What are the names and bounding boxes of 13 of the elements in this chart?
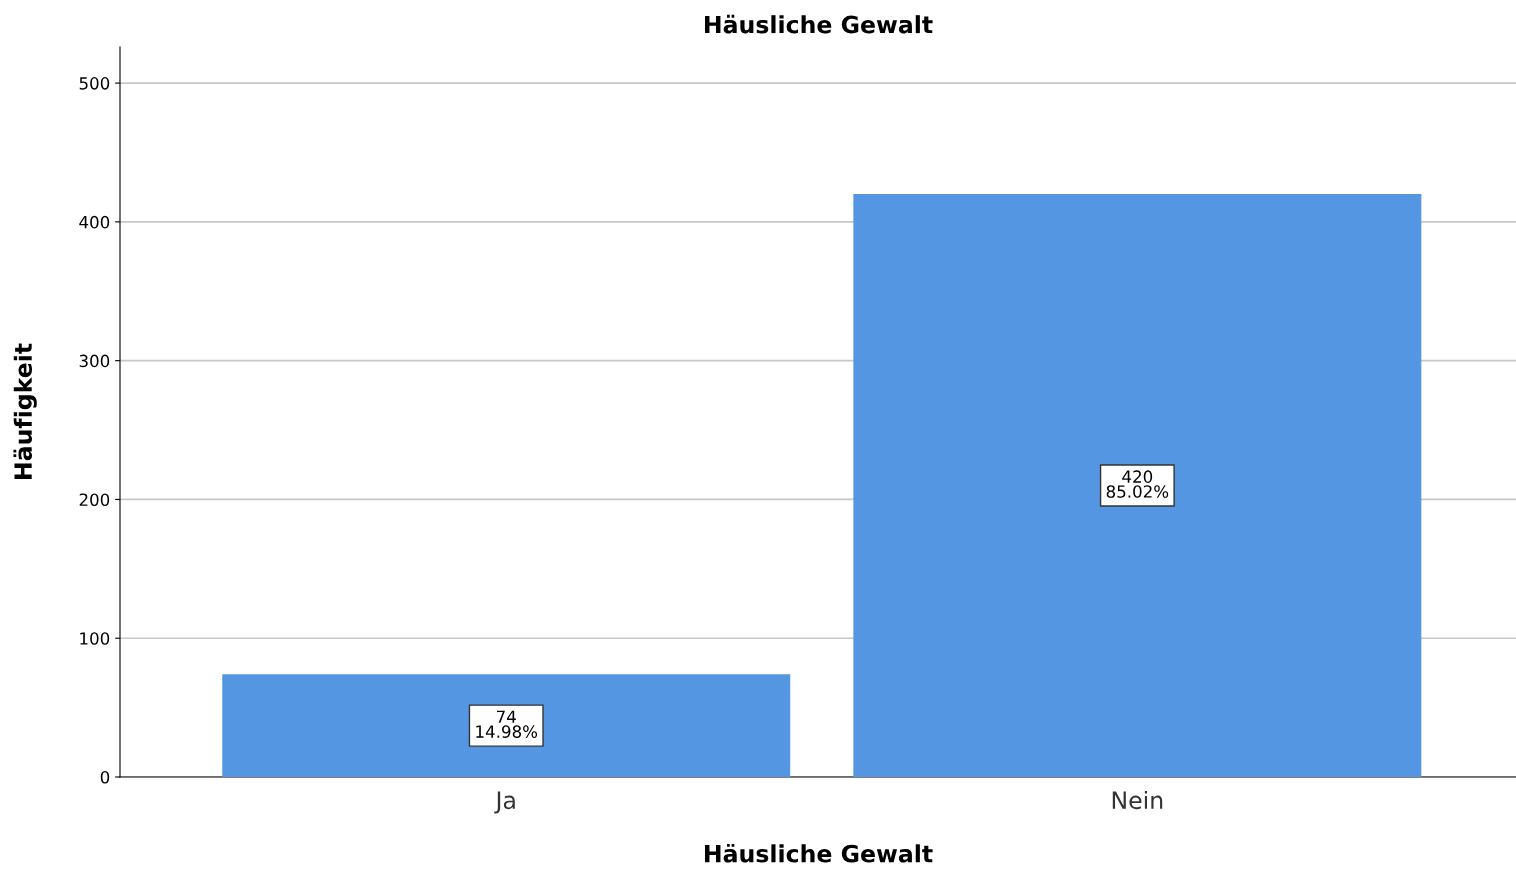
data-label: 74 14.98% xyxy=(476,710,538,738)
y-tick-label: 200 xyxy=(79,493,110,506)
x-tick-label: Nein xyxy=(1112,790,1163,810)
y-axis-title: Häufigkeit xyxy=(13,343,37,479)
y-tick-label: 400 xyxy=(79,215,110,229)
x-axis-title: Häusliche Gewalt xyxy=(705,843,933,863)
y-tick-label: 100 xyxy=(80,632,110,645)
chart-title: Häusliche Gewalt xyxy=(705,14,933,34)
y-tick-label: 300 xyxy=(79,354,110,368)
x-tick-label: Ja xyxy=(494,791,515,814)
y-tick-label: 500 xyxy=(79,77,110,90)
data-label: 420 85.02% xyxy=(1106,470,1169,498)
y-tick-label: 0 xyxy=(100,770,110,784)
